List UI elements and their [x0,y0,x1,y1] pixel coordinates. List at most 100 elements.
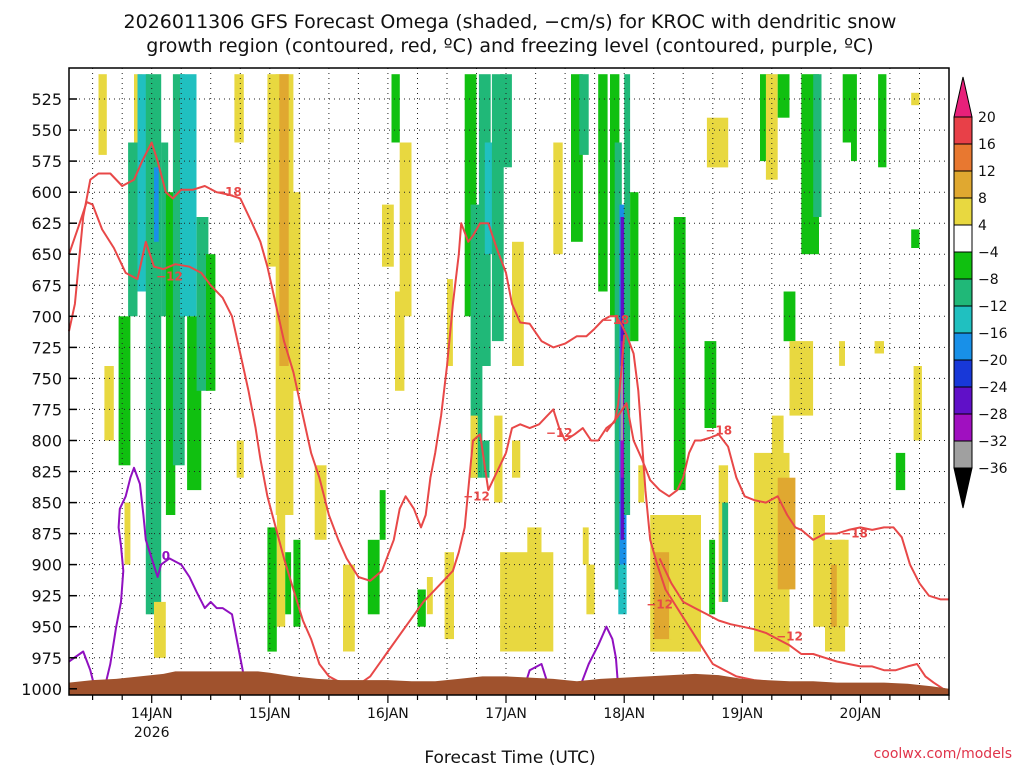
colorbar-label: 4 [978,218,987,234]
freezing-level-contour [578,625,620,690]
y-tick-label: 525 [31,90,62,109]
omega-cell [482,440,490,478]
omega-cell [813,74,822,217]
omega-cell [842,74,851,143]
terrain-fill [69,671,949,695]
omega-cell [620,366,623,441]
omega-cell [614,142,622,590]
omega-cell [154,601,166,658]
x-axis-label: Forecast Time (UTC) [424,748,595,768]
omega-cell [638,465,645,503]
colorbar-label: −16 [978,326,1008,342]
y-tick-label: 750 [31,369,62,388]
colorbar-label: −12 [978,299,1008,315]
omega-cell [512,241,524,366]
omega-cell [267,527,277,652]
omega-cell [276,515,286,627]
omega-cell [491,74,504,342]
x-tick-label: 15JAN [249,706,291,722]
colorbar-swatch [953,413,973,442]
colorbar-swatch [953,359,973,388]
omega-cell [161,142,169,317]
omega-cell [128,142,138,317]
contour-value-label: −12 [776,630,803,644]
omega-cell [598,74,608,292]
omega-cell [669,527,686,640]
omega-cell [314,465,327,540]
omega-cell [586,564,595,615]
contour-value-label: −12 [156,270,183,284]
y-tick-label: 550 [31,121,62,140]
plot-area: −18 −12 −18 −12 −18 −12 −18 −12 −12 0 [68,67,950,696]
omega-cell [527,527,542,578]
omega-cell [494,415,503,503]
omega-cell [293,539,301,627]
omega-cell [813,515,825,627]
omega-cell [579,74,589,155]
contour-value-label: −12 [546,426,573,440]
y-tick-label: 925 [31,587,62,606]
omega-cell [291,192,301,391]
y-tick-label: 975 [31,649,62,668]
omega-cell [571,74,583,242]
contour-value-label: 0 [162,549,170,563]
colorbar-swatch [953,386,973,415]
contour-value-label: −18 [841,527,868,541]
dendritic-growth-contour [68,141,826,690]
plot-frame [68,67,950,696]
omega-cell [343,564,355,652]
omega-cell [851,74,857,162]
omega-cell [165,192,176,515]
omega-cell [500,74,512,168]
y-tick-label: 900 [31,556,62,575]
omega-cell [765,74,778,180]
omega-cell [709,539,716,615]
colorbar-swatch [953,278,973,307]
x-tick-label: 17JAN [485,706,527,722]
dendritic-growth-contour [68,201,353,690]
y-axis: 525 550 575 600 625 650 675 700 725 750 775 800 825 8… [21,90,77,699]
omega-cell [777,477,796,590]
omega-cell [118,316,131,466]
x-tick-label: 18JAN [603,706,645,722]
colorbar-top-arrow [953,76,973,118]
y-tick-label: 725 [31,338,62,357]
dendritic-growth-contour [351,334,626,690]
freezing-level-contour [103,466,248,690]
omega-cell [470,415,478,478]
colorbar-swatch [953,116,973,145]
x-axis: 14JAN 2026 15JAN 16JAN 17JAN 18JAN 19JAN 20JAN [91,695,950,741]
y-tick-label: 650 [31,245,62,264]
colorbar: 20 16 12 8 4 −4 −8 −12 −16 −20 −24 −28 −32 −36 [953,76,1008,509]
omega-cell [395,291,405,391]
dendritic-growth-contour [658,557,944,690]
omega-cell [895,452,906,491]
y-tick-label: 850 [31,494,62,513]
x-tick-label: 16JAN [367,706,409,722]
omega-cell [512,440,521,478]
omega-cell [839,341,845,366]
omega-cell [447,279,453,366]
y-tick-label: 875 [31,525,62,544]
omega-cell [98,74,107,155]
terrain-layer [69,671,949,695]
y-tick-label: 825 [31,463,62,482]
contour-value-label: −18 [215,185,242,199]
omega-cell [722,502,729,602]
colorbar-label: −28 [978,407,1008,423]
colorbar-swatch [953,197,973,226]
y-tick-label: 775 [31,400,62,419]
omega-cell [417,589,426,627]
x-tick-label: 14JAN [131,706,173,722]
omega-cell [285,552,292,615]
omega-cell [624,74,631,515]
colorbar-swatch [953,305,973,334]
omega-cell [172,74,185,466]
omega-cell [704,341,717,428]
omega-cell [911,92,920,106]
chart-title-line1: 2026011306 GFS Forecast Omega (shaded, −… [124,11,897,33]
colorbar-label: −24 [978,380,1008,396]
chart-title-line2: growth region (contoured, red, ºC) and f… [146,35,873,57]
colorbar-swatch [953,251,973,280]
